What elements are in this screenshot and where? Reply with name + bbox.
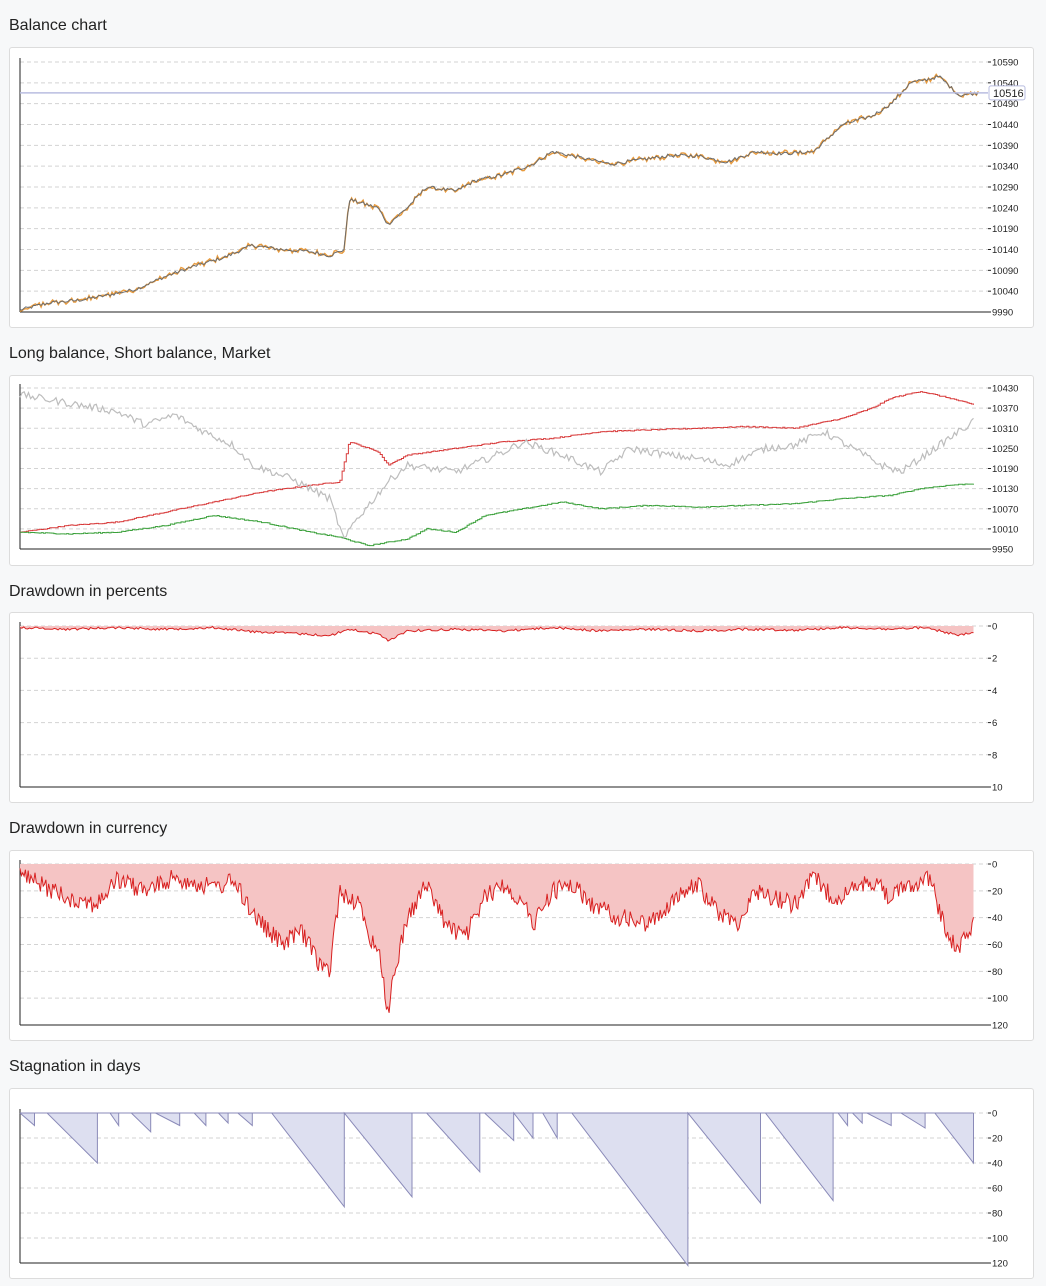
y-tick-label: 80 [992, 1209, 1003, 1220]
stagnation-days-chart: 0 20 40 60 80 100 120 [19, 1109, 1008, 1270]
drawdown-series [19, 625, 974, 642]
stagnation-days-title: Stagnation in days [9, 1058, 141, 1075]
drawdown-currency-title: Drawdown in currency [9, 820, 168, 837]
y-tick-label: 10390 [992, 141, 1018, 152]
y-tick-label: 100 [992, 1234, 1008, 1245]
y-tick-label: 10590 [992, 58, 1018, 69]
y-tick-label: 10440 [992, 120, 1018, 131]
y-tick-label: 10190 [992, 464, 1018, 475]
balance-chart: 9990 10040 10090 10140 10190 10240 10290 10340 1… [19, 58, 1026, 319]
y-tick-label: 10190 [992, 224, 1018, 235]
y-tick-label: 10240 [992, 203, 1018, 214]
y-tick-label: 120 [992, 1021, 1008, 1032]
balance-chart-title: Balance chart [9, 17, 107, 34]
drawdown-percent-title: Drawdown in percents [9, 583, 168, 600]
drawdown-area [20, 626, 974, 642]
equity-series [19, 73, 979, 313]
y-tick-label: 20 [992, 1134, 1003, 1145]
y-tick-label: 9950 [992, 545, 1013, 556]
stagnation-area [20, 1113, 974, 1266]
drawdown-currency-panel: 0 20 40 60 80 100 120 [9, 850, 1034, 1041]
y-tick-label: 40 [992, 1159, 1003, 1170]
y-tick-label: 10070 [992, 504, 1018, 515]
y-tick-label: 0 [992, 1109, 997, 1120]
y-tick-label: 10290 [992, 183, 1018, 194]
long-short-market-panel: 9950 10010 10070 10130 10190 10250 10310 10370 1… [9, 375, 1034, 566]
y-tick-label: 10310 [992, 424, 1018, 435]
y-tick-label: 10250 [992, 444, 1018, 455]
y-tick-label: 10 [992, 783, 1003, 794]
balance-series [19, 75, 979, 311]
market-series [19, 390, 974, 539]
long-short-market-title: Long balance, Short balance, Market [9, 345, 271, 362]
y-tick-label: 8 [992, 750, 997, 761]
y-tick-label: 20 [992, 886, 1003, 897]
y-tick-label: 10130 [992, 484, 1018, 495]
y-tick-label: 4 [992, 686, 997, 697]
y-tick-label: 100 [992, 994, 1008, 1005]
y-tick-label: 0 [992, 622, 997, 633]
y-tick-label: 10140 [992, 245, 1018, 256]
drawdown-currency-chart: 0 20 40 60 80 100 120 [19, 860, 1008, 1032]
y-tick-label: 10010 [992, 524, 1018, 535]
y-tick-label: 60 [992, 940, 1003, 951]
y-tick-label: 10040 [992, 287, 1018, 298]
current-value-box [988, 85, 1026, 101]
y-tick-label: 10090 [992, 266, 1018, 277]
y-tick-label: 10490 [992, 99, 1018, 110]
y-tick-label: 9990 [992, 308, 1013, 319]
short-series [20, 483, 974, 547]
y-tick-label: 120 [992, 1259, 1008, 1270]
current-value-label: 10516 [993, 88, 1024, 100]
y-tick-label: 10370 [992, 404, 1018, 415]
y-tick-label: 80 [992, 967, 1003, 978]
long-series [20, 391, 974, 533]
drawdown-percent-chart: 0 2 4 6 8 10 [19, 622, 1003, 794]
y-tick-label: 10340 [992, 162, 1018, 173]
y-tick-label: 40 [992, 913, 1003, 924]
balance-chart-panel: 9990 10040 10090 10140 10190 10240 10290 10340 1… [9, 47, 1034, 328]
y-tick-label: 6 [992, 718, 997, 729]
y-tick-label: 10540 [992, 78, 1018, 89]
drawdown-area [20, 864, 974, 1013]
long-short-market-chart: 9950 10010 10070 10130 10190 10250 10310 10370 1… [19, 384, 1018, 556]
y-tick-label: 2 [992, 654, 997, 665]
y-tick-label: 60 [992, 1184, 1003, 1195]
drawdown-percent-panel: 0 2 4 6 8 10 [9, 612, 1034, 803]
y-tick-label: 10430 [992, 384, 1018, 395]
stagnation-days-panel: 0 20 40 60 80 100 120 [9, 1088, 1034, 1279]
y-tick-label: 0 [992, 860, 997, 871]
drawdown-series [19, 868, 974, 1013]
